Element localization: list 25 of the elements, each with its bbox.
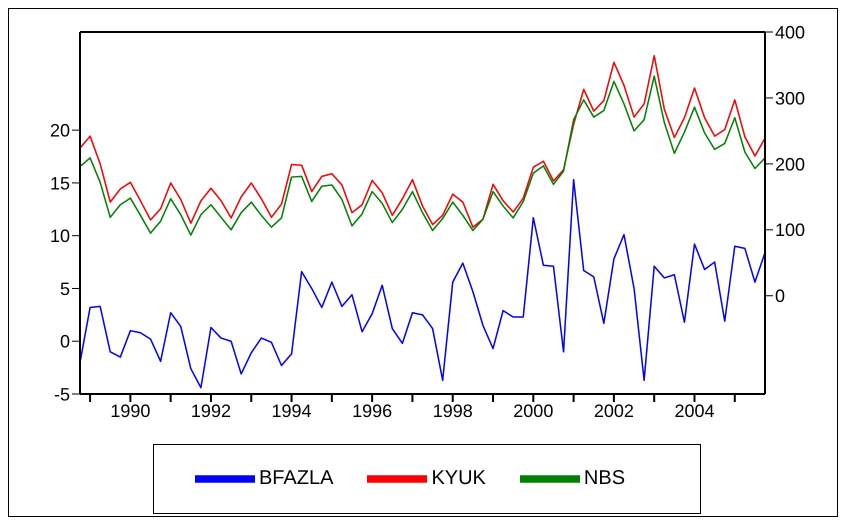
y2-tick-label: 200 (775, 154, 806, 174)
y-tick-label: 0 (60, 332, 70, 352)
legend-label: KYUK (431, 467, 486, 490)
y-tick-label: 5 (60, 278, 70, 299)
x-tick-label: 2000 (513, 400, 554, 421)
y-tick-label: 20 (50, 120, 70, 141)
y-tick-label: 15 (50, 173, 70, 194)
line-series (80, 75, 765, 236)
y2-tick-label: 300 (775, 88, 806, 108)
line-series (80, 54, 765, 228)
x-tick-label: 1990 (110, 400, 150, 421)
legend-label: BFAZLA (258, 467, 334, 490)
x-tick-label: 1996 (352, 400, 392, 421)
y2-tick-label: 400 (775, 22, 806, 42)
line-series (80, 179, 765, 388)
x-tick-label: 1994 (272, 400, 312, 421)
y-tick-label: -5 (54, 384, 70, 404)
y2-tick-label: 100 (775, 220, 806, 240)
legend-label: NBS (584, 467, 626, 490)
y-tick-label: 10 (50, 226, 70, 246)
y2-tick-label: 0 (775, 286, 786, 306)
x-tick-label: 1992 (190, 400, 231, 421)
x-tick-label: 1998 (432, 400, 473, 421)
x-tick-label: 2004 (674, 400, 715, 421)
x-tick-label: 2002 (594, 400, 634, 421)
